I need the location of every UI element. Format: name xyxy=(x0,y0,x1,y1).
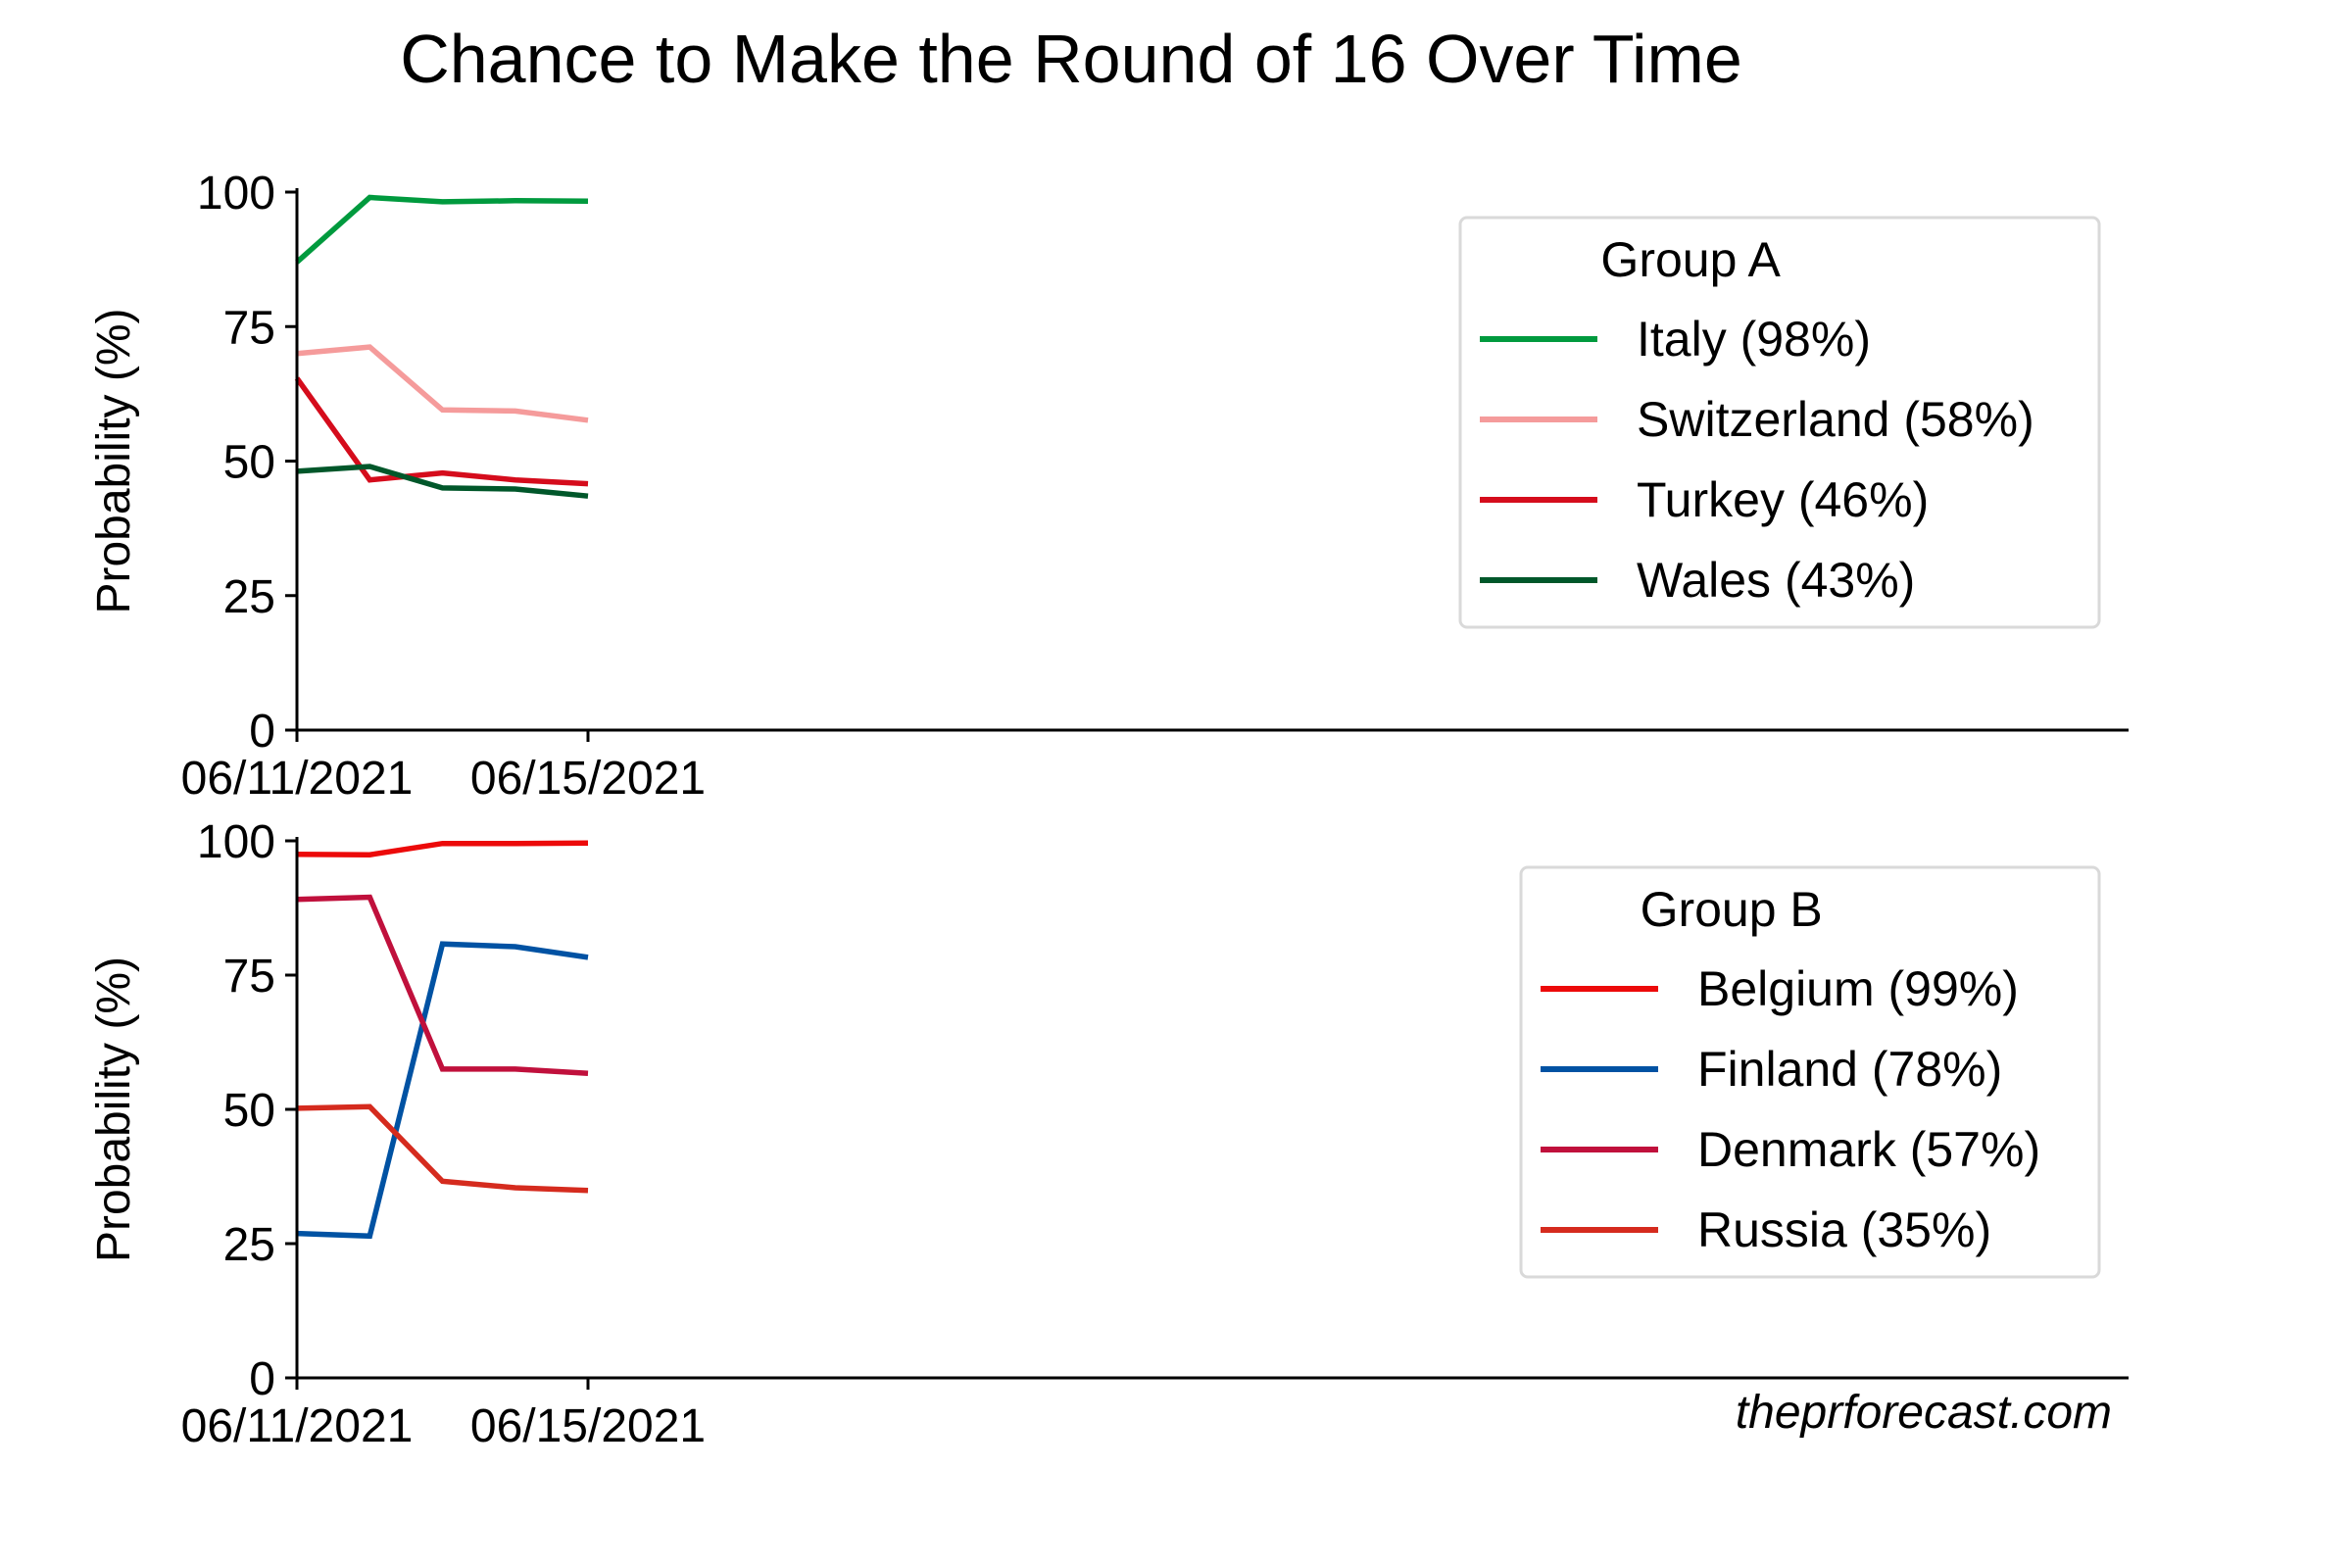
y-axis-label: Probability (%) xyxy=(88,308,140,613)
chart-panels: 0 25 50 75 100 06/11/2021 06/15/2021 Probabilit… xyxy=(88,168,2129,1452)
legend-entry-4: Russia (35%) xyxy=(1697,1202,1991,1257)
y-tick-label: 75 xyxy=(223,951,275,1003)
series-line-2 xyxy=(296,941,589,1240)
y-tick-label: 100 xyxy=(197,168,275,220)
legend: Group B Belgium (99%) Finland (78%) Denmark… xyxy=(1519,865,2101,1279)
legend-entry-3: Turkey (46%) xyxy=(1637,472,1929,527)
y-tick-label: 0 xyxy=(249,706,275,758)
series-line-1 xyxy=(296,840,589,858)
series-line-4 xyxy=(296,1103,589,1194)
legend-entry-2: Finland (78%) xyxy=(1697,1042,2002,1097)
legend-entry-2: Switzerland (58%) xyxy=(1637,392,2034,447)
series-line-1 xyxy=(295,194,589,265)
series-line-2 xyxy=(296,344,589,423)
y-tick-label: 75 xyxy=(223,302,275,354)
y-tick-label: 25 xyxy=(223,571,275,623)
chart-panel-2: 0 25 50 75 100 06/11/2021 06/15/2021 Probabilit… xyxy=(88,816,2129,1452)
x-tick-label: 06/11/2021 xyxy=(181,1400,414,1452)
y-tick-label: 25 xyxy=(223,1219,275,1271)
legend-box xyxy=(1519,865,2101,1279)
legend: Group A Italy (98%) Switzerland (58%) Turke… xyxy=(1458,216,2101,629)
legend-box xyxy=(1458,216,2101,629)
chart-panel-1: 0 25 50 75 100 06/11/2021 06/15/2021 Probabilit… xyxy=(88,168,2129,805)
y-tick-label: 50 xyxy=(223,1085,275,1137)
y-tick-label: 0 xyxy=(249,1353,275,1405)
legend-title: Group A xyxy=(1600,232,1781,287)
x-tick-label: 06/11/2021 xyxy=(181,753,414,805)
series-line-3 xyxy=(296,894,589,1077)
legend-entry-1: Belgium (99%) xyxy=(1697,961,2019,1016)
watermark-text: theprforecast.com xyxy=(1736,1387,2112,1439)
chart-title: Chance to Make the Round of 16 Over Time xyxy=(400,21,1742,97)
y-tick-label: 50 xyxy=(223,437,275,489)
x-tick-label: 06/15/2021 xyxy=(470,753,706,805)
legend-title: Group B xyxy=(1641,882,1823,937)
legend-entry-4: Wales (43%) xyxy=(1637,553,1915,608)
series-line-3 xyxy=(294,376,589,487)
series-line-4 xyxy=(296,464,589,499)
y-tick-label: 100 xyxy=(197,816,275,868)
legend-entry-1: Italy (98%) xyxy=(1637,312,1871,367)
x-tick-label: 06/15/2021 xyxy=(470,1400,706,1452)
legend-entry-3: Denmark (57%) xyxy=(1697,1122,2040,1177)
y-axis-label: Probability (%) xyxy=(88,956,140,1262)
